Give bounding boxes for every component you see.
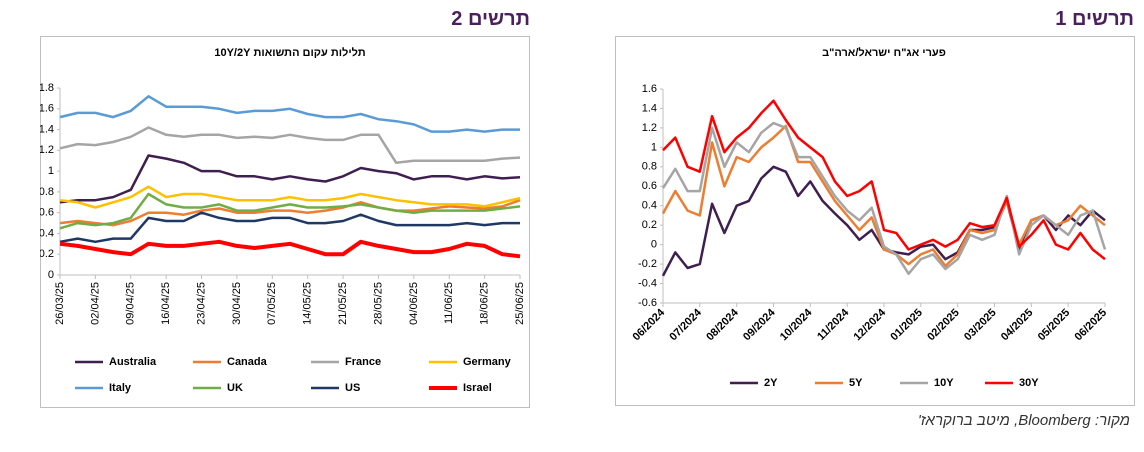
y-tick-label: -0.6	[638, 297, 657, 309]
y-tick-label: 0.4	[642, 200, 657, 212]
figure-label: תרשים 2	[451, 8, 530, 30]
x-tick-label: 11/06/25	[443, 282, 455, 324]
y-tick-label: 0.8	[642, 161, 657, 173]
legend-label: 2Y	[764, 377, 778, 389]
series-line	[59, 192, 521, 230]
x-tick-label: 02/04/25	[89, 282, 101, 325]
x-tick-label: 09/04/25	[125, 282, 137, 325]
figure-label: תרשים 1	[1055, 8, 1134, 30]
series-line	[59, 95, 520, 133]
x-tick-label: 26/03/25	[54, 282, 66, 325]
y-tick-label: -0.4	[638, 277, 657, 289]
series-line	[59, 199, 521, 227]
series-line	[59, 185, 521, 209]
series-line	[59, 154, 521, 204]
y-tick-label: 1.8	[40, 82, 54, 94]
source: מקור: Bloomberg, מיטב ברוקראז'	[917, 412, 1130, 429]
y-tick-label: 1.6	[642, 83, 657, 95]
x-tick-label: 14/05/25	[302, 282, 314, 325]
y-tick-label: 0.4	[40, 227, 54, 239]
x-tick-label: 04/06/25	[408, 282, 420, 325]
chart-title: פערי אג"ח ישראל/ארה"ב	[822, 46, 946, 59]
legend-label: Germany	[463, 356, 512, 368]
chart: פערי אג"ח ישראל/ארה"ב -0.6 -0.4 -0.2 0 0.2 0.4…	[615, 36, 1135, 406]
y-tick-label: 1.4	[40, 123, 54, 135]
series-line	[59, 211, 520, 244]
legend-label: Israel	[463, 382, 492, 394]
legend-label: 30Y	[1019, 377, 1039, 389]
series-line	[59, 239, 521, 259]
series-line	[59, 126, 521, 165]
series-line	[661, 121, 1107, 276]
series-line	[661, 124, 1106, 268]
legend-label: Australia	[109, 356, 157, 368]
y-tick-label: 0.2	[642, 219, 657, 231]
x-tick-label: 23/04/25	[195, 282, 207, 325]
x-tick-label: 30/04/25	[231, 282, 243, 325]
y-tick-label: 1	[48, 165, 54, 177]
y-tick-label: 0.2	[40, 248, 54, 260]
y-tick-label: 1.6	[40, 103, 54, 115]
y-tick-label: 0.6	[642, 180, 657, 192]
y-tick-label: 1.2	[40, 144, 54, 156]
y-tick-label: 1	[651, 141, 657, 153]
x-tick-label: 18/06/25	[479, 282, 491, 325]
x-tick-label: 28/05/25	[372, 282, 384, 325]
x-tick-label: 25/06/25	[514, 282, 526, 325]
legend-label: US	[345, 382, 360, 394]
y-tick-label: -0.2	[638, 258, 657, 270]
legend-label: 5Y	[849, 377, 863, 389]
y-tick-label: 0	[651, 239, 657, 251]
chart-title: תלילות עקום התשואות 10Y/2Y	[214, 46, 365, 59]
chart: תלילות עקום התשואות 10Y/2Y 0 0.2 0.4 0.6 0.8 1…	[40, 36, 530, 408]
legend-label: UK	[227, 382, 243, 394]
y-tick-label: 1.4	[642, 102, 657, 114]
legend-label: Canada	[227, 356, 268, 368]
x-tick-label: 07/05/25	[266, 282, 278, 325]
legend-label: Italy	[109, 382, 132, 394]
series-line	[662, 99, 1106, 261]
x-tick-label: 16/04/25	[160, 282, 172, 325]
legend-label: 10Y	[934, 377, 954, 389]
y-tick-label: 0.8	[40, 186, 54, 198]
legend-label: France	[345, 356, 381, 368]
x-tick-label: 21/05/25	[337, 282, 349, 325]
y-tick-label: 1.2	[642, 122, 657, 134]
y-tick-label: 0	[48, 269, 54, 281]
y-tick-label: 0.6	[40, 207, 54, 219]
